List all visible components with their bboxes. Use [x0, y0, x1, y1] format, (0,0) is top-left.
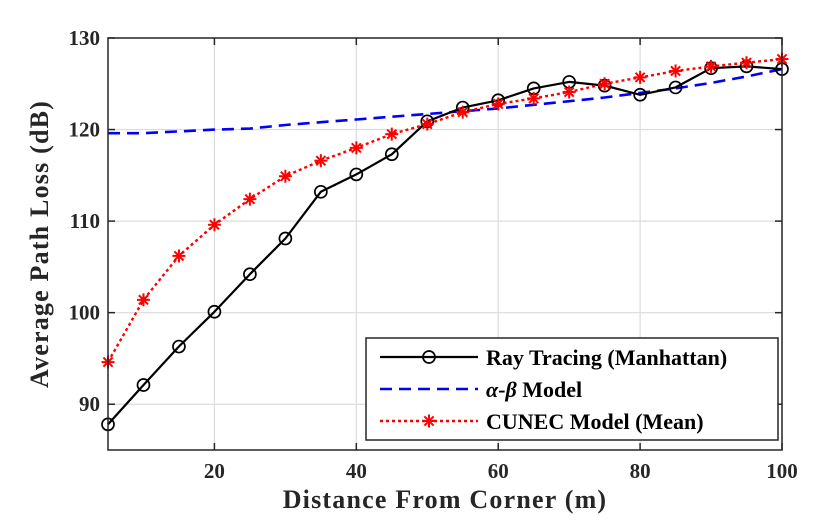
data-point-circle	[668, 80, 683, 95]
legend-label: CUNEC Model (Mean)	[486, 409, 704, 434]
data-point-asterisk	[207, 218, 221, 232]
y-tick-label: 90	[79, 392, 100, 416]
data-point-circle	[384, 147, 399, 162]
data-point-asterisk	[243, 192, 257, 206]
data-point-asterisk	[456, 105, 470, 119]
x-tick-label: 80	[630, 459, 651, 483]
data-point-asterisk	[136, 293, 150, 307]
x-tick-label: 20	[204, 459, 225, 483]
y-tick-label: 120	[69, 118, 101, 142]
data-point-asterisk	[740, 56, 754, 70]
y-axis-title: Average Path Loss (dB)	[25, 100, 54, 388]
data-point-asterisk	[314, 154, 328, 168]
legend-entry: α-β Model	[380, 377, 582, 402]
series-line	[106, 57, 783, 363]
x-tick-label: 60	[488, 459, 509, 483]
y-tick-label: 130	[69, 26, 101, 50]
series-1	[108, 67, 783, 135]
ticks: 20 40 60 80 100 90 100 110 120 130	[69, 26, 798, 483]
data-point-asterisk	[562, 85, 576, 99]
x-tick-label: 40	[346, 459, 367, 483]
data-point-asterisk	[172, 249, 186, 263]
data-point-circle	[278, 231, 293, 246]
data-point-circle	[349, 167, 364, 182]
data-point-circle	[422, 350, 436, 364]
data-point-circle	[207, 304, 222, 319]
data-point-circle	[633, 87, 647, 102]
plot-frame	[107, 37, 783, 451]
legend-entry: CUNEC Model (Mean)	[380, 409, 704, 434]
x-axis-title: Distance From Corner (m)	[283, 485, 608, 514]
data-point-circle	[172, 339, 186, 354]
data-point-asterisk	[669, 64, 683, 78]
series-line	[108, 67, 783, 135]
data-point-asterisk	[349, 141, 363, 155]
data-point-asterisk	[422, 414, 436, 428]
data-point-asterisk	[704, 59, 718, 73]
legend: Ray Tracing (Manhattan) α-β Model CUNEC Mo…	[365, 337, 779, 441]
legend-entry: Ray Tracing (Manhattan)	[380, 345, 727, 370]
data-point-asterisk	[527, 91, 541, 105]
data-point-circle	[243, 267, 257, 282]
data-point-asterisk	[633, 70, 647, 84]
y-tick-label: 110	[70, 209, 100, 233]
data-point-asterisk	[491, 97, 505, 111]
data-point-asterisk	[278, 169, 292, 183]
data-point-circle	[136, 378, 151, 392]
legend-label: α-β Model	[486, 377, 582, 402]
x-tick-label: 100	[766, 459, 798, 483]
series-0	[101, 59, 789, 432]
legend-label: Ray Tracing (Manhattan)	[486, 345, 727, 370]
data-point-asterisk	[420, 117, 434, 131]
data-point-circle	[313, 184, 328, 199]
y-tick-label: 100	[69, 301, 101, 325]
data-point-asterisk	[598, 77, 612, 91]
data-point-asterisk	[385, 127, 399, 141]
